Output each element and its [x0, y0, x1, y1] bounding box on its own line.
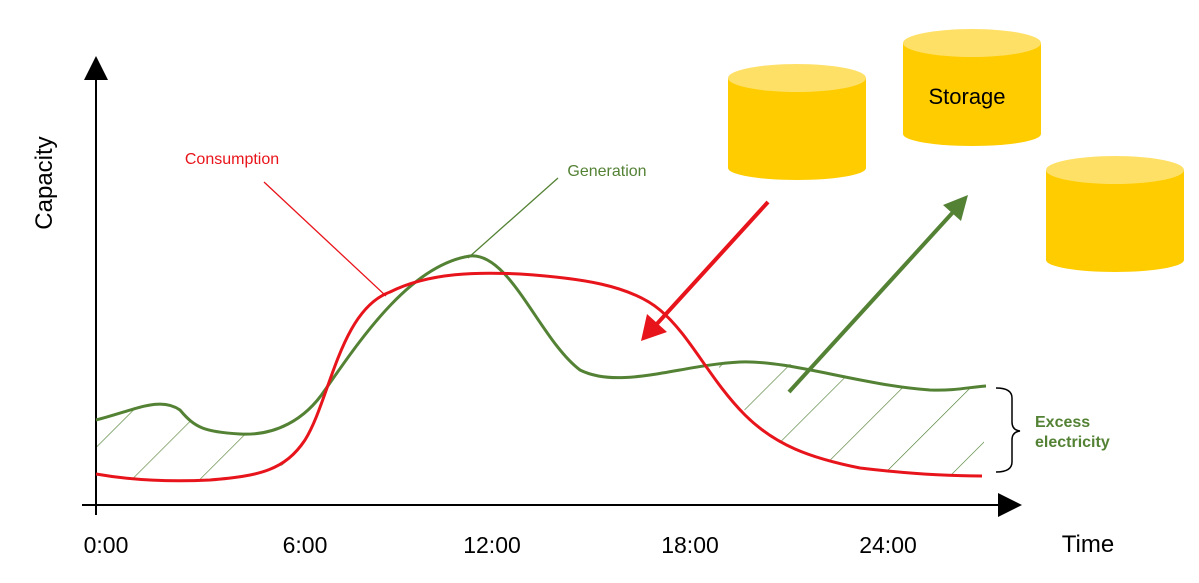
x-tick-2: 12:00	[463, 532, 521, 558]
excess-label-line1: Excess	[1035, 414, 1090, 431]
x-tick-3: 18:00	[661, 532, 719, 558]
x-tick-0: 0:00	[84, 532, 129, 558]
storage-cylinder-1	[728, 64, 866, 180]
generation-leader	[467, 177, 559, 259]
charge-arrow-shaft	[787, 208, 957, 394]
storage-cylinder-2	[903, 29, 1041, 146]
storage-label: Storage	[928, 84, 1005, 109]
generation-label: Generation	[567, 163, 646, 180]
excess-area-right	[718, 360, 984, 476]
x-tick-1: 6:00	[283, 532, 328, 558]
charge-arrow-head	[943, 195, 968, 221]
excess-area-left	[96, 390, 325, 481]
x-axis-label: Time	[1062, 531, 1114, 558]
storage-cylinder-3	[1046, 156, 1184, 272]
x-tick-4: 24:00	[859, 532, 917, 558]
excess-label-line2: electricity	[1035, 434, 1110, 451]
discharge-arrow-head	[641, 314, 667, 341]
consumption-leader	[263, 181, 387, 297]
excess-brace	[995, 387, 1021, 473]
discharge-arrow-shaft	[653, 200, 770, 328]
generation-curve	[95, 254, 987, 436]
y-axis-label: Capacity	[31, 136, 58, 229]
consumption-label: Consumption	[185, 151, 279, 168]
consumption-curve	[95, 271, 983, 483]
